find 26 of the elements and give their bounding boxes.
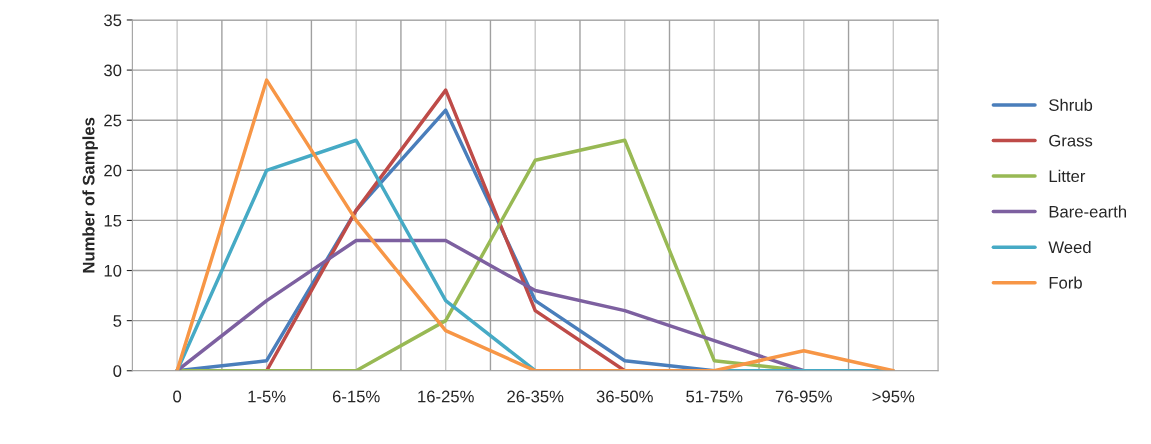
- y-tick-label: 15: [104, 214, 122, 227]
- line-series: [175, 78, 896, 371]
- legend-label: Forb: [1049, 276, 1082, 289]
- x-tick-label: 76-95%: [775, 390, 832, 403]
- y-tick-label: 30: [104, 64, 122, 77]
- x-tick-label: 6-15%: [332, 390, 380, 403]
- y-tick-label: 5: [113, 315, 122, 327]
- legend-label: Shrub: [1049, 98, 1093, 111]
- y-tick-label: 35: [104, 14, 122, 27]
- x-tick-label: 0: [173, 390, 182, 403]
- y-tick-label: 25: [104, 114, 122, 127]
- legend-label: Litter: [1049, 169, 1086, 183]
- x-tick-label: 51-75%: [686, 390, 743, 403]
- legend-label: Bare-earth: [1049, 205, 1127, 218]
- x-tick-label: 16-25%: [418, 390, 474, 403]
- y-tick-label: 20: [104, 164, 122, 177]
- y-tick-label: 0: [113, 365, 122, 377]
- line-series: [264, 88, 627, 371]
- legend-label: Grass: [1049, 134, 1093, 147]
- x-tick-label: 26-35%: [507, 390, 564, 403]
- x-tick-label: 1-5%: [248, 390, 286, 403]
- y-tick-label: 10: [104, 264, 122, 277]
- x-tick-label: >95%: [872, 390, 915, 403]
- x-tick-label: 36-50%: [596, 390, 653, 403]
- legend-label: Weed: [1048, 240, 1091, 254]
- y-axis-title: Number of Samples: [82, 117, 98, 273]
